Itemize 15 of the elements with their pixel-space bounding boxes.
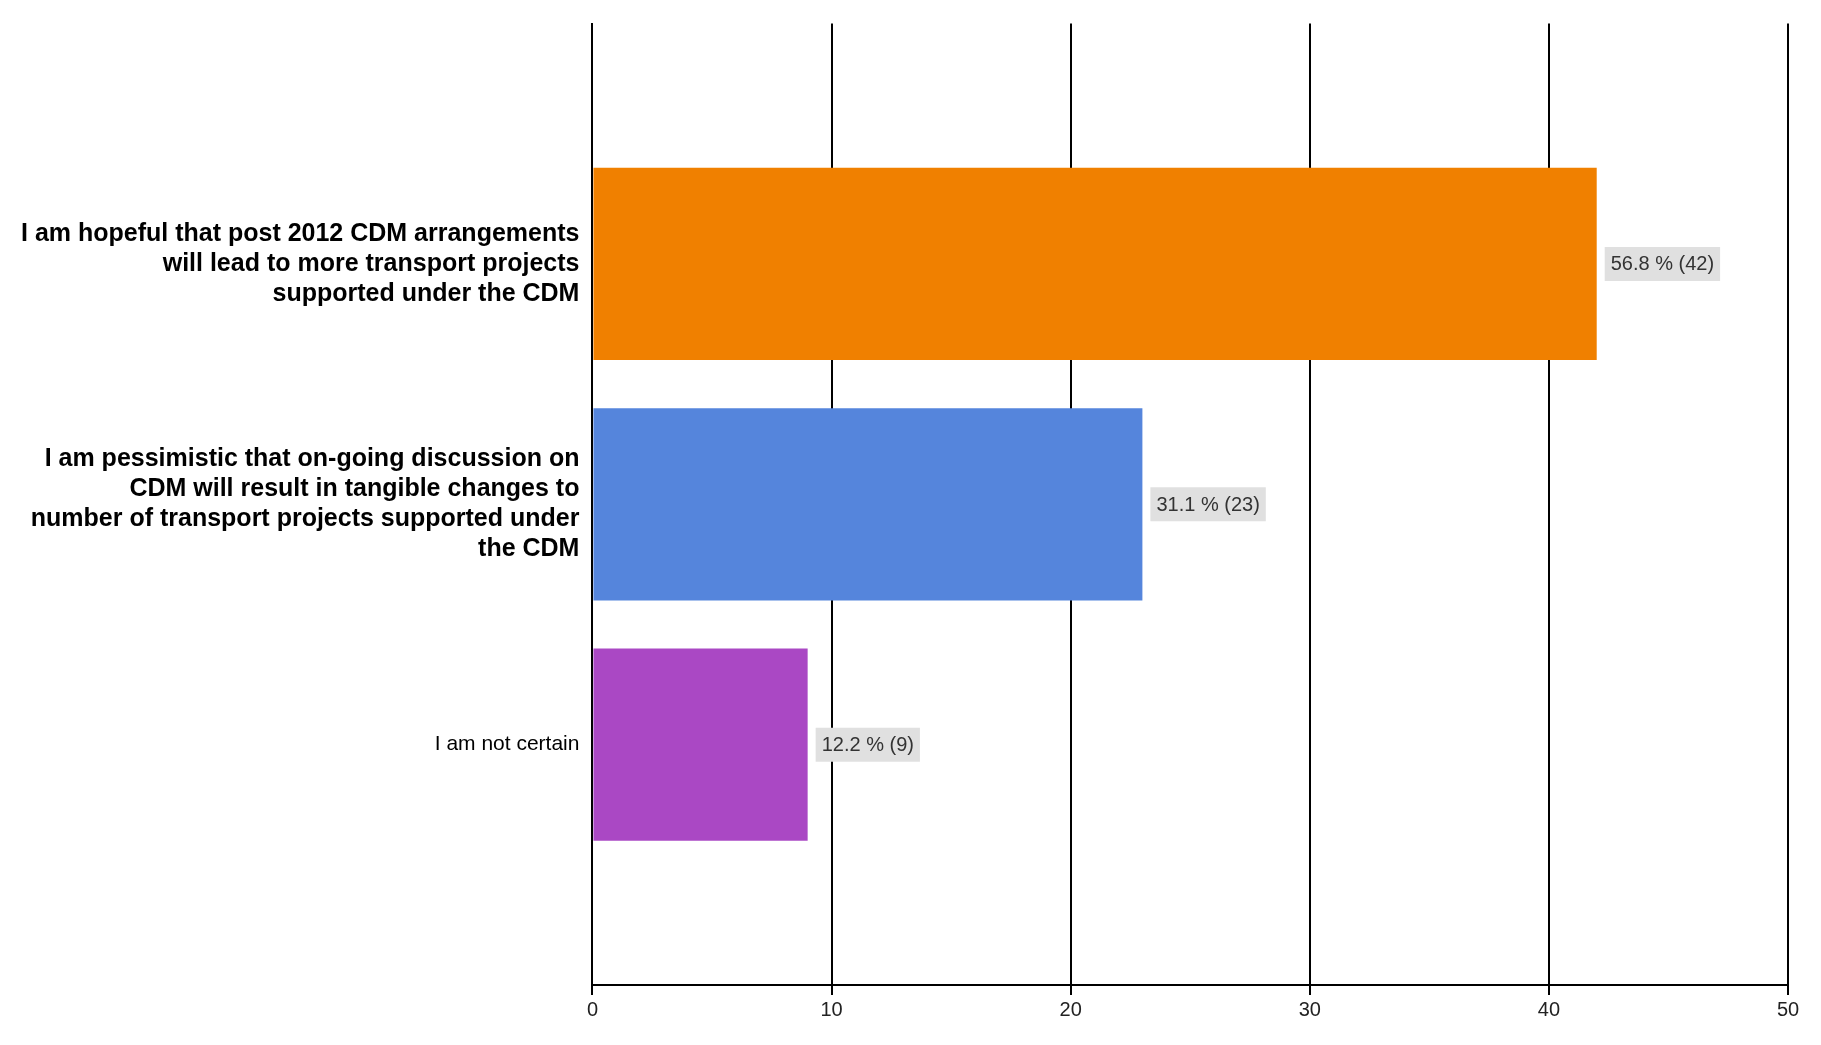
x-tick-label: 30 [1298,997,1321,1020]
x-tick-label: 10 [820,997,843,1020]
y-tick-label: I am not certain [434,731,580,755]
data-label: 31.1 % (23) [1156,492,1260,515]
y-tick-label: I am hopeful that post 2012 CDM arrangements will lead to more transport projects supported under the CDM [20,217,580,306]
bar [593,408,1143,601]
data-label: 56.8 % (42) [1610,252,1715,275]
x-tick-label: 0 [586,997,599,1020]
y-tick-label: I am pessimistic that on-going discussion on CDM will result in tangible changes to number of transport projects supported under the CDM [30,443,580,562]
x-tick-label: 40 [1537,997,1561,1020]
bar [593,648,808,841]
x-tick-label: 20 [1059,997,1082,1020]
data-label: 12.2 % (9) [821,733,914,756]
x-tick-label: 50 [1776,997,1800,1020]
bar [593,167,1597,361]
